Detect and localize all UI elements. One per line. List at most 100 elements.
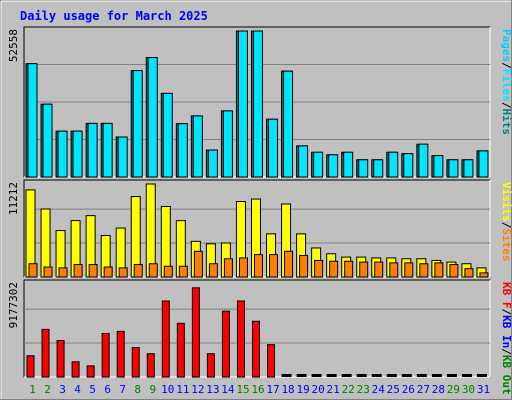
legend-word-bottom-4: KB Out <box>500 355 512 395</box>
sites-bar-18 <box>284 250 294 278</box>
legend-middle: Visits/Sites <box>500 182 512 262</box>
y-tick-label-top: 52558 <box>7 29 20 62</box>
x-tick-label-5: 5 <box>89 383 96 396</box>
x-tick-label-27: 27 <box>417 383 430 396</box>
files-bar-15 <box>237 30 248 178</box>
files-bar-14 <box>222 110 233 178</box>
files-bar-2 <box>42 103 53 178</box>
files-bar-11 <box>177 123 188 178</box>
files-bar-19 <box>298 145 309 178</box>
files-bar-7 <box>117 136 128 178</box>
x-tick-label-17: 17 <box>266 383 279 396</box>
y-tick-label-bottom: 9177302 <box>7 282 20 328</box>
files-bar-16 <box>252 30 263 178</box>
files-bar-8 <box>132 70 143 178</box>
x-tick-label-11: 11 <box>176 383 189 396</box>
x-tick-label-29: 29 <box>447 383 460 396</box>
kbf-bar-2 <box>41 328 50 378</box>
sites-bar-7 <box>118 267 128 278</box>
visits-bar-9 <box>145 183 156 278</box>
sites-bar-30 <box>464 268 474 278</box>
files-bar-12 <box>192 115 203 178</box>
kbf-bar-14 <box>221 310 230 378</box>
sites-bar-16 <box>253 254 263 278</box>
files-bar-24 <box>373 159 384 178</box>
x-tick-label-16: 16 <box>251 383 264 396</box>
kbf-bar-3 <box>56 340 65 378</box>
sites-bar-3 <box>58 267 68 278</box>
files-bar-20 <box>313 151 324 178</box>
x-tick-label-18: 18 <box>281 383 294 396</box>
files-bar-29 <box>448 159 459 178</box>
x-tick-label-12: 12 <box>191 383 204 396</box>
sites-bar-20 <box>314 259 324 278</box>
sites-bar-19 <box>299 254 309 278</box>
legend-word-bottom-3: / <box>500 348 512 355</box>
kbf-bar-8 <box>131 347 140 378</box>
legend-word-bottom-1: / <box>500 309 512 316</box>
kbf-bar-17 <box>267 344 276 378</box>
legend-word-top-3: / <box>500 102 512 109</box>
legend-word-bottom-2: KB In <box>500 315 512 348</box>
x-tick-label-28: 28 <box>432 383 445 396</box>
x-tick-label-25: 25 <box>387 383 400 396</box>
x-tick-label-9: 9 <box>149 383 156 396</box>
x-tick-label-1: 1 <box>29 383 36 396</box>
sites-bar-28 <box>434 262 444 278</box>
files-bar-22 <box>343 151 354 178</box>
files-bar-25 <box>388 151 399 178</box>
files-bar-31 <box>478 150 489 178</box>
files-bar-26 <box>403 153 414 178</box>
kbf-bar-10 <box>161 300 170 378</box>
kbf-bar-13 <box>206 353 215 378</box>
x-tick-label-23: 23 <box>357 383 370 396</box>
sites-bar-29 <box>449 264 459 278</box>
sites-bar-12 <box>193 250 203 278</box>
sites-bar-24 <box>374 261 384 278</box>
legend-bottom: KB F/KB In/KB Out <box>500 282 512 395</box>
files-bar-10 <box>162 92 173 178</box>
x-tick-label-13: 13 <box>206 383 219 396</box>
x-tick-label-7: 7 <box>119 383 126 396</box>
legend-word-top-1: / <box>500 62 512 69</box>
files-bar-21 <box>328 154 339 178</box>
sites-bar-15 <box>238 257 248 278</box>
files-bar-30 <box>463 159 474 178</box>
sites-bar-8 <box>133 264 143 278</box>
legend-word-top-4: Hits <box>500 109 512 136</box>
kbf-bar-7 <box>116 330 125 378</box>
x-tick-label-22: 22 <box>342 383 355 396</box>
x-tick-label-31: 31 <box>477 383 490 396</box>
sites-bar-13 <box>208 263 218 278</box>
x-tick-label-14: 14 <box>221 383 235 396</box>
sites-bar-4 <box>73 264 83 278</box>
kbf-bar-12 <box>191 287 200 378</box>
kbf-bar-5 <box>86 365 95 378</box>
sites-bar-23 <box>359 261 369 278</box>
files-bar-17 <box>268 118 279 178</box>
files-bar-4 <box>72 130 83 178</box>
files-bar-13 <box>207 149 218 178</box>
x-tick-label-15: 15 <box>236 383 249 396</box>
files-bar-3 <box>57 130 68 178</box>
legend-word-bottom-0: KB F <box>500 282 512 309</box>
legend-word-top-2: Files <box>500 69 512 102</box>
x-tick-label-19: 19 <box>296 383 309 396</box>
legend-word-top-0: Pages <box>500 29 512 62</box>
sites-bar-22 <box>344 260 354 278</box>
sites-bar-5 <box>88 264 98 278</box>
files-bar-27 <box>418 143 429 178</box>
sites-bar-11 <box>178 265 188 278</box>
kbf-bar-15 <box>236 300 245 378</box>
sites-bar-9 <box>148 263 158 278</box>
x-tick-label-10: 10 <box>161 383 174 396</box>
x-tick-label-30: 30 <box>462 383 475 396</box>
legend-top: Pages/Files/Hits <box>500 29 512 135</box>
x-tick-label-24: 24 <box>372 383 386 396</box>
files-bar-6 <box>102 122 113 178</box>
sites-bar-25 <box>389 262 399 278</box>
kbf-bar-6 <box>101 332 110 378</box>
